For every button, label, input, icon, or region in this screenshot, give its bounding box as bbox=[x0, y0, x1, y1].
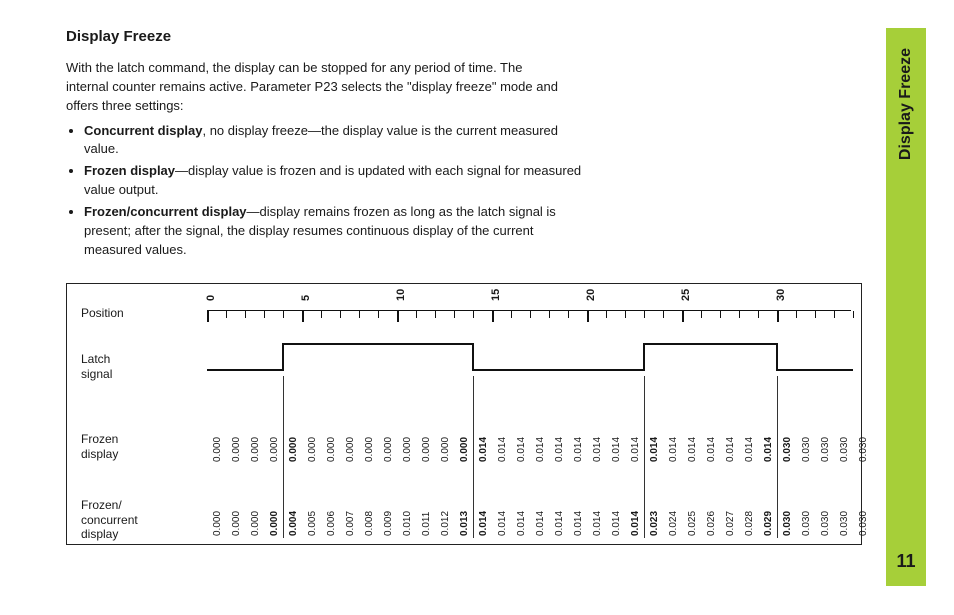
frozen-concurrent-value: 0.010 bbox=[402, 511, 413, 536]
side-tab-page-number: 11 bbox=[896, 551, 915, 572]
frozen-concurrent-value: 0.014 bbox=[611, 511, 622, 536]
frozen-concurrent-value: 0.014 bbox=[573, 511, 584, 536]
frozen-value: 0.000 bbox=[269, 437, 280, 462]
side-tab: Display Freeze 11 bbox=[886, 28, 926, 586]
edge-guide bbox=[283, 376, 284, 538]
frozen-value: 0.000 bbox=[307, 437, 318, 462]
frozen-value: 0.000 bbox=[440, 437, 451, 462]
frozen-concurrent-value: 0.014 bbox=[516, 511, 527, 536]
row-label-frozen: Frozen display bbox=[81, 432, 118, 461]
row-label-frozen-concurrent: Frozen/ concurrent display bbox=[81, 498, 138, 541]
frozen-concurrent-value: 0.014 bbox=[497, 511, 508, 536]
frozen-concurrent-value: 0.009 bbox=[383, 511, 394, 536]
section-title: Display Freeze bbox=[66, 28, 884, 45]
frozen-concurrent-value: 0.014 bbox=[592, 511, 603, 536]
frozen-value: 0.000 bbox=[288, 437, 299, 462]
frozen-value: 0.000 bbox=[212, 437, 223, 462]
mode-name: Concurrent display bbox=[84, 123, 202, 138]
frozen-value: 0.014 bbox=[725, 437, 736, 462]
frozen-concurrent-value: 0.027 bbox=[725, 511, 736, 536]
edge-guides bbox=[207, 284, 861, 544]
frozen-value: 0.000 bbox=[364, 437, 375, 462]
frozen-value: 0.014 bbox=[649, 437, 660, 462]
frozen-value: 0.030 bbox=[858, 437, 869, 462]
frozen-concurrent-value: 0.008 bbox=[364, 511, 375, 536]
edge-guide bbox=[473, 376, 474, 538]
frozen-value: 0.014 bbox=[744, 437, 755, 462]
frozen-value: 0.000 bbox=[326, 437, 337, 462]
mode-name: Frozen display bbox=[84, 163, 175, 178]
frozen-concurrent-value: 0.030 bbox=[858, 511, 869, 536]
frozen-concurrent-value: 0.026 bbox=[706, 511, 717, 536]
frozen-value: 0.014 bbox=[535, 437, 546, 462]
page: Display Freeze 11 Display Freeze With th… bbox=[0, 0, 954, 615]
frozen-value: 0.014 bbox=[668, 437, 679, 462]
frozen-value: 0.000 bbox=[231, 437, 242, 462]
modes-list: Concurrent display, no display freeze—th… bbox=[66, 122, 586, 260]
frozen-concurrent-value: 0.023 bbox=[649, 511, 660, 536]
frozen-value: 0.000 bbox=[402, 437, 413, 462]
frozen-concurrent-value: 0.014 bbox=[478, 511, 489, 536]
edge-guide bbox=[777, 376, 778, 538]
frozen-value: 0.014 bbox=[497, 437, 508, 462]
frozen-concurrent-value: 0.024 bbox=[668, 511, 679, 536]
frozen-value: 0.000 bbox=[250, 437, 261, 462]
frozen-value: 0.014 bbox=[573, 437, 584, 462]
side-tab-title: Display Freeze bbox=[897, 48, 915, 160]
frozen-concurrent-value: 0.025 bbox=[687, 511, 698, 536]
frozen-value: 0.014 bbox=[630, 437, 641, 462]
mode-item: Frozen display—display value is frozen a… bbox=[84, 162, 586, 200]
frozen-value: 0.030 bbox=[801, 437, 812, 462]
frozen-value: 0.014 bbox=[687, 437, 698, 462]
frozen-concurrent-value: 0.030 bbox=[782, 511, 793, 536]
frozen-value: 0.000 bbox=[345, 437, 356, 462]
frozen-value: 0.014 bbox=[516, 437, 527, 462]
chart-area: 051015202530 0.0000.0000.0000.0000.0000.… bbox=[207, 284, 861, 544]
frozen-value: 0.014 bbox=[592, 437, 603, 462]
row-label-position: Position bbox=[81, 306, 124, 320]
row-label-latch: Latch signal bbox=[81, 352, 112, 381]
frozen-concurrent-value: 0.014 bbox=[554, 511, 565, 536]
frozen-value: 0.014 bbox=[554, 437, 565, 462]
edge-guide bbox=[644, 376, 645, 538]
frozen-concurrent-value: 0.000 bbox=[250, 511, 261, 536]
frozen-concurrent-value: 0.014 bbox=[535, 511, 546, 536]
frozen-concurrent-value: 0.000 bbox=[212, 511, 223, 536]
frozen-concurrent-value: 0.005 bbox=[307, 511, 318, 536]
frozen-concurrent-value: 0.000 bbox=[269, 511, 280, 536]
frozen-value: 0.030 bbox=[782, 437, 793, 462]
frozen-concurrent-value: 0.000 bbox=[231, 511, 242, 536]
frozen-concurrent-value: 0.004 bbox=[288, 511, 299, 536]
frozen-value: 0.014 bbox=[763, 437, 774, 462]
frozen-concurrent-value: 0.030 bbox=[801, 511, 812, 536]
frozen-concurrent-value: 0.013 bbox=[459, 511, 470, 536]
frozen-concurrent-value: 0.012 bbox=[440, 511, 451, 536]
frozen-value: 0.030 bbox=[839, 437, 850, 462]
frozen-value: 0.030 bbox=[820, 437, 831, 462]
intro-text: With the latch command, the display can … bbox=[66, 59, 566, 116]
frozen-concurrent-value: 0.007 bbox=[345, 511, 356, 536]
frozen-concurrent-value: 0.030 bbox=[839, 511, 850, 536]
frozen-value: 0.014 bbox=[478, 437, 489, 462]
frozen-concurrent-value: 0.006 bbox=[326, 511, 337, 536]
frozen-value: 0.014 bbox=[706, 437, 717, 462]
frozen-concurrent-value: 0.011 bbox=[421, 512, 432, 536]
timing-diagram: Position Latch signal Frozen display Fro… bbox=[66, 283, 862, 545]
frozen-concurrent-value: 0.028 bbox=[744, 511, 755, 536]
frozen-concurrent-value: 0.030 bbox=[820, 511, 831, 536]
frozen-value: 0.000 bbox=[421, 437, 432, 462]
frozen-value: 0.014 bbox=[611, 437, 622, 462]
frozen-concurrent-value: 0.014 bbox=[630, 511, 641, 536]
frozen-value: 0.000 bbox=[383, 437, 394, 462]
frozen-concurrent-value: 0.029 bbox=[763, 511, 774, 536]
frozen-value: 0.000 bbox=[459, 437, 470, 462]
mode-item: Frozen/concurrent display—display remain… bbox=[84, 203, 586, 260]
mode-item: Concurrent display, no display freeze—th… bbox=[84, 122, 586, 160]
mode-name: Frozen/concurrent display bbox=[84, 204, 247, 219]
